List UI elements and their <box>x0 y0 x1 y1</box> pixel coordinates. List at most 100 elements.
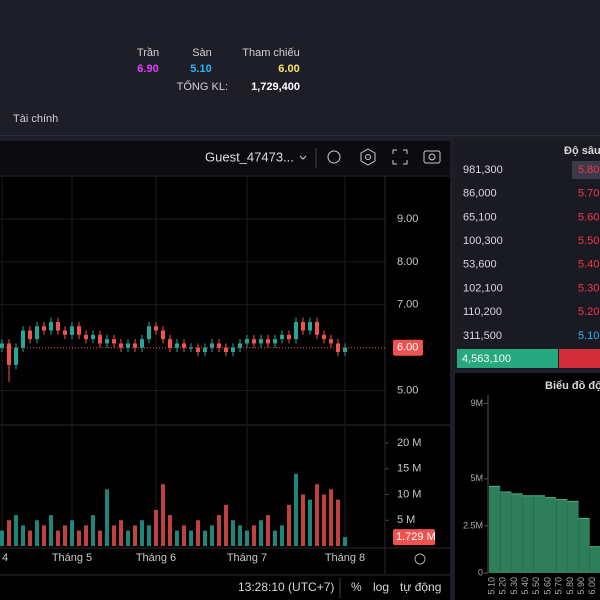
candle-body <box>7 343 11 365</box>
tab[interactable]: Tài chính <box>13 113 58 125</box>
volume-bar <box>63 525 67 546</box>
row-price: 5.60 <box>578 211 599 223</box>
row-volume: 86,000 <box>463 188 497 200</box>
candle-body <box>196 347 200 353</box>
candle-body <box>322 334 326 340</box>
volume-tick-label: 20 M <box>397 437 421 449</box>
total-volume-label: TỔNG KL: <box>177 80 228 93</box>
volume-bar <box>343 537 347 546</box>
candle-body <box>308 321 312 331</box>
reference-label: Tham chiếu <box>242 47 299 59</box>
volume-bar <box>112 525 116 546</box>
candle-body <box>231 347 235 353</box>
volume-highlight <box>572 161 600 179</box>
y-tick-label: 2.5M <box>463 520 483 530</box>
candle-body <box>336 343 340 353</box>
candle-body <box>287 334 291 340</box>
candle-body <box>189 347 193 349</box>
candle-body <box>273 339 277 344</box>
volume-bar <box>182 525 186 546</box>
volume-bar <box>252 525 256 546</box>
row-volume: 65,100 <box>463 211 497 223</box>
candle-body <box>217 343 221 348</box>
order-book-rows: 981,300 5.80 86,000 5.70 65,100 5.60 100,300 5.… <box>463 161 600 342</box>
volume-bar <box>294 473 298 546</box>
volume-bar <box>287 504 291 546</box>
candle-body <box>21 330 25 348</box>
x-tick-label: 5.70 <box>554 577 564 595</box>
depth-title: Biểu đồ độ <box>545 380 600 392</box>
row-volume: 110,200 <box>463 306 502 318</box>
volume-bar <box>140 520 144 546</box>
row-price: 5.70 <box>578 188 599 200</box>
candle-body <box>98 334 102 344</box>
candle-body <box>315 321 319 335</box>
floor-label: Sàn <box>192 47 212 59</box>
row-price: 5.50 <box>578 235 599 247</box>
depth-bar <box>567 501 579 573</box>
depth-bar <box>489 486 501 573</box>
ceiling-label: Trần <box>137 47 159 59</box>
volume-bar <box>147 525 151 546</box>
depth-bar <box>545 497 557 573</box>
log-toggle[interactable]: log <box>373 580 389 594</box>
candle-body <box>112 339 116 344</box>
candle-body <box>35 326 39 340</box>
y-tick-label: 8.00 <box>397 256 418 268</box>
floor-value: 5.10 <box>190 63 211 75</box>
x-tick-label: 5.90 <box>576 577 586 595</box>
volume-bar <box>308 499 312 546</box>
volume-bar <box>266 515 270 546</box>
volume-bar <box>238 525 242 546</box>
divider <box>0 135 600 136</box>
candle-body <box>105 339 109 344</box>
x-tick-label: 5.20 <box>498 577 508 595</box>
camera-icon[interactable] <box>423 150 441 164</box>
candle-body <box>266 339 270 344</box>
volume-bar <box>189 530 193 546</box>
volume-bar <box>322 494 326 546</box>
chevron[interactable] <box>299 155 307 160</box>
row-price: 5.10 <box>578 330 599 342</box>
volume-bar <box>245 530 249 546</box>
candle-body <box>42 326 46 331</box>
volume-bar <box>35 520 39 546</box>
x-tick-label: 5.50 <box>531 577 541 595</box>
y-tick-label: 5M <box>470 473 483 483</box>
percent-toggle[interactable]: % <box>351 580 362 594</box>
volume-bar <box>49 515 53 546</box>
x-tick-label: Tháng 7 <box>227 552 267 564</box>
volume-bar <box>224 504 228 546</box>
volume-bar <box>196 520 200 546</box>
camera-lens <box>428 153 436 161</box>
volume-bar <box>77 530 81 546</box>
user-name[interactable]: Guest_47473... <box>205 149 294 164</box>
volume-bar <box>119 520 123 546</box>
volume-bar <box>175 530 179 546</box>
auto-toggle[interactable]: tự động <box>400 580 441 594</box>
row-price: 5.80 <box>578 164 599 176</box>
zoom-icon[interactable] <box>327 150 341 164</box>
depth-bar <box>533 495 545 573</box>
volume-tick-label: 15 M <box>397 463 421 475</box>
candle-body <box>224 347 228 353</box>
y-tick-label: 9M <box>470 398 483 408</box>
row-price: 5.40 <box>578 259 599 271</box>
candle-body <box>301 321 305 331</box>
candle-body <box>14 347 18 365</box>
depth-bar <box>578 518 590 573</box>
candle-body <box>0 343 4 348</box>
fullscreen-icon[interactable] <box>392 149 408 165</box>
candle-body <box>119 343 123 348</box>
volume-bar <box>329 489 333 546</box>
volume-bar <box>7 520 11 546</box>
candle-body <box>49 321 53 331</box>
candle-body <box>133 343 137 348</box>
axis-settings[interactable] <box>414 553 426 565</box>
candle-body <box>168 339 172 348</box>
volume-bar <box>161 484 165 546</box>
x-tick-label: 5.60 <box>542 577 552 595</box>
settings-icon[interactable] <box>360 148 376 166</box>
candle-body <box>294 321 298 340</box>
